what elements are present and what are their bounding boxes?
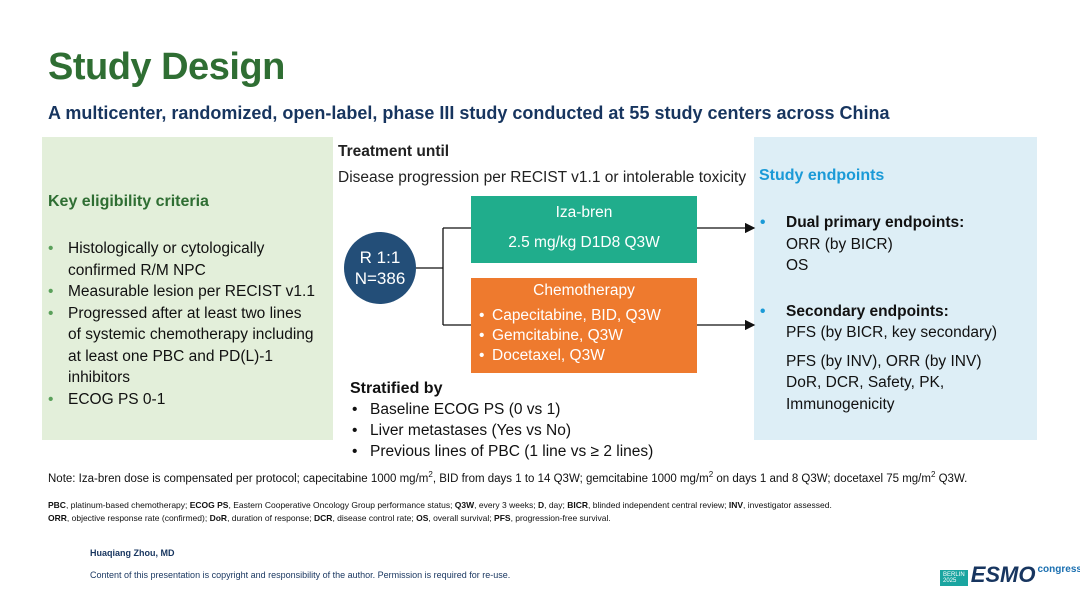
copyright: Content of this presentation is copyrigh… xyxy=(90,570,511,580)
strat-item: Baseline ECOG PS (0 vs 1) xyxy=(350,399,653,420)
stratification: Stratified by Baseline ECOG PS (0 vs 1) … xyxy=(350,380,653,462)
endpoint-label: Secondary endpoints: xyxy=(760,301,1030,323)
strat-heading: Stratified by xyxy=(350,380,443,397)
arm-name: Chemotherapy xyxy=(533,282,635,299)
treatment-heading: Treatment until xyxy=(338,143,450,160)
subtitle: A multicenter, randomized, open-label, p… xyxy=(48,103,890,123)
abbr-term: Q3W xyxy=(454,500,475,510)
abbr-def: , objective response rate (confirmed); xyxy=(66,513,210,523)
note-text: Q3W. xyxy=(935,472,968,485)
eligibility-item: ECOG PS 0-1 xyxy=(48,389,333,411)
abbr-def: , overall survival; xyxy=(428,513,495,523)
arm-name: Iza-bren xyxy=(555,204,613,221)
sample-size: N=386 xyxy=(354,269,406,288)
superscript: 2 xyxy=(708,470,714,479)
note-text: Note: Iza-bren dose is compensated per p… xyxy=(48,472,429,485)
abbreviations: PBC, platinum-based chemotherapy; ECOG P… xyxy=(48,500,832,510)
strat-item: Previous lines of PBC (1 line vs ≥ 2 lin… xyxy=(350,441,653,462)
abbr-term: BICR xyxy=(567,500,589,510)
abbreviations: ORR, objective response rate (confirmed)… xyxy=(48,513,611,523)
arm-box: Iza-bren 2.5 mg/kg D1D8 Q3W xyxy=(471,196,697,263)
abbr-def: , platinum-based chemotherapy; xyxy=(65,500,190,510)
eligibility-item: Histologically or cytologically confirme… xyxy=(48,238,323,281)
eligibility-item: Progressed after at least two lines of s… xyxy=(48,303,318,389)
endpoint: OS xyxy=(786,257,809,274)
abbr-term: OS xyxy=(416,513,429,523)
ratio: R 1:1 xyxy=(359,248,401,267)
note-text: on days 1 and 8 Q3W; docetaxel 75 mg/m xyxy=(713,472,931,485)
eligibility-item: Measurable lesion per RECIST v1.1 xyxy=(48,281,333,303)
abbr-term: PBC xyxy=(48,500,66,510)
abbr-def: , blinded independent central review; xyxy=(588,500,729,510)
logo-brand: ESMO xyxy=(970,562,1036,587)
author: Huaqiang Zhou, MD xyxy=(90,548,175,558)
superscript: 2 xyxy=(428,470,433,479)
logo-event: congress xyxy=(1037,564,1080,575)
endpoint: DoR, DCR, Safety, PK, xyxy=(786,374,945,391)
note-text: , BID from days 1 to 14 Q3W; gemcitabine… xyxy=(432,472,709,485)
endpoint: PFS (by INV), ORR (by INV) xyxy=(786,352,982,370)
arm-item: Capecitabine, BID, Q3W xyxy=(471,306,697,326)
logo-badge: BERLIN 2025 xyxy=(940,570,968,586)
title: Study Design xyxy=(48,46,285,88)
logo-city: BERLIN xyxy=(943,572,965,578)
endpoint: PFS (by BICR, key secondary) xyxy=(786,324,998,341)
abbr-term: ORR xyxy=(48,513,67,523)
abbr-term: INV xyxy=(728,500,744,510)
abbr-def: , Eastern Cooperative Oncology Group per… xyxy=(228,500,455,510)
note: Note: Iza-bren dose is compensated per p… xyxy=(48,470,967,485)
eligibility-list: Histologically or cytologically confirme… xyxy=(48,238,333,410)
abbr-term: PFS xyxy=(494,513,511,523)
abbr-term: DoR xyxy=(209,513,228,523)
endpoints-panel xyxy=(754,137,1037,440)
arm-item: Docetaxel, Q3W xyxy=(471,346,697,366)
endpoint: ORR (by BICR) xyxy=(786,235,893,253)
abbr-term: DCR xyxy=(314,513,333,523)
arm-item: Gemcitabine, Q3W xyxy=(471,326,697,346)
eligibility-heading: Key eligibility criteria xyxy=(48,193,209,210)
arm-dose: 2.5 mg/kg D1D8 Q3W xyxy=(508,234,660,251)
abbr-def: , progression-free survival. xyxy=(510,513,611,523)
abbr-def: , day; xyxy=(544,500,568,510)
abbr-def: , disease control rate; xyxy=(332,513,417,523)
strat-item: Liver metastases (Yes vs No) xyxy=(350,420,653,441)
logo-year: 2025 xyxy=(943,578,957,584)
endpoint: Immunogenicity xyxy=(786,395,895,413)
superscript: 2 xyxy=(930,470,936,479)
abbr-def: , duration of response; xyxy=(227,513,315,523)
randomization: R 1:1 N=386 xyxy=(344,232,416,304)
endpoint-label: Dual primary endpoints: xyxy=(760,212,1030,234)
treatment-text: Disease progression per RECIST v1.1 or i… xyxy=(338,169,747,186)
logo: BERLIN 2025 ESMO congress xyxy=(940,564,1080,586)
abbr-def: , every 3 weeks; xyxy=(474,500,538,510)
abbr-def: , investigator assessed. xyxy=(743,500,832,510)
endpoints: Dual primary endpoints: ORR (by BICR) OS… xyxy=(760,212,1030,415)
arm-box: Chemotherapy Capecitabine, BID, Q3W Gemc… xyxy=(471,278,697,373)
abbr-term: ECOG PS xyxy=(189,500,229,510)
abbr-term: D xyxy=(537,500,545,510)
endpoints-heading: Study endpoints xyxy=(759,167,885,184)
